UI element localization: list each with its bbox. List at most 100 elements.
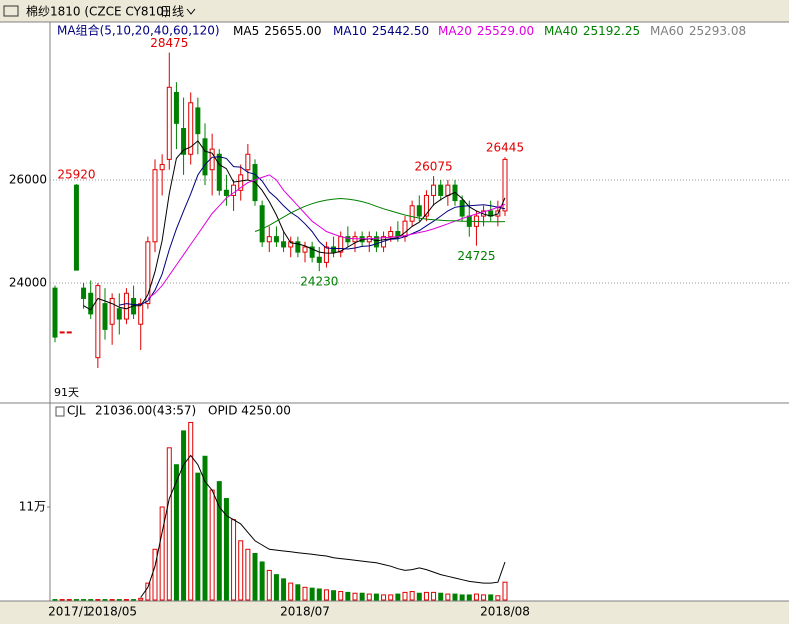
candle-body <box>216 153 222 191</box>
price-annotation: 26075 <box>414 160 452 174</box>
price-annotation: 24230 <box>300 275 338 289</box>
volume-bar <box>381 594 387 601</box>
ma-line <box>254 197 506 232</box>
volume-header: CJL <box>67 404 86 418</box>
candle-body <box>395 231 401 238</box>
toolbar <box>0 0 789 22</box>
volume-header: 21036.00(43:57) <box>95 404 196 418</box>
candle-body <box>316 256 322 263</box>
candle-body <box>423 194 429 217</box>
volume-bar <box>502 581 508 601</box>
candle-body <box>166 86 172 160</box>
volume-bar <box>109 599 115 601</box>
volume-bar <box>366 593 372 601</box>
x-tick-label: 2017/1 <box>48 605 90 619</box>
volume-bar <box>73 599 79 601</box>
candle-body <box>352 236 358 243</box>
corner-label: 91天 <box>54 386 79 399</box>
candle-body <box>195 107 201 135</box>
candle-body <box>59 331 65 334</box>
y-tick-label: 24000 <box>9 276 47 290</box>
candle-body <box>309 246 315 258</box>
price-annotation: 28475 <box>150 36 188 50</box>
volume-bar <box>116 599 122 601</box>
volume-bar <box>231 519 237 601</box>
candle-body <box>438 184 444 196</box>
x-tick-label: 2018/05 <box>87 605 137 619</box>
period-chevron[interactable] <box>186 8 196 15</box>
volume-bar <box>59 599 65 601</box>
volume-bar <box>445 593 451 601</box>
volume-bar <box>388 594 394 601</box>
legend-name: MA5 <box>233 24 259 38</box>
candle-body <box>281 241 287 248</box>
price-annotation: 26445 <box>486 141 524 155</box>
candle-body <box>102 303 108 330</box>
symbol-title: 棉纱1810 (CZCE CY810) <box>26 5 169 19</box>
candle-body <box>409 205 415 222</box>
candle-body <box>345 236 351 243</box>
legend-title: MA组合(5,10,20,40,60,120) <box>57 23 220 38</box>
volume-bar <box>88 599 94 601</box>
volume-bar <box>216 481 222 601</box>
legend-name: MA60 <box>650 24 684 38</box>
legend-entry: MA5 25655.00 <box>233 24 321 38</box>
volume-bar <box>423 591 429 601</box>
candle-body <box>223 189 229 196</box>
volume-bar <box>138 597 144 601</box>
price-annotation: 25920 <box>57 168 95 182</box>
ma-line <box>119 156 506 306</box>
period-selector[interactable]: 日线 <box>160 5 184 19</box>
y-tick-label: 26000 <box>9 173 47 187</box>
volume-bar <box>131 599 137 601</box>
legend-entry: MA40 25192.25 <box>544 24 640 38</box>
volume-bar <box>295 584 301 601</box>
volume-bar <box>466 594 472 601</box>
ma-line <box>83 140 506 311</box>
volume-bar <box>238 540 244 601</box>
volume-bar <box>309 587 315 601</box>
volume-bar <box>81 599 87 601</box>
volume-bar <box>338 591 344 601</box>
candle-body <box>502 158 508 212</box>
volume-bar <box>288 582 294 601</box>
volume-bar <box>195 472 201 601</box>
candle-body <box>302 246 308 253</box>
legend-entry: MA10 25442.50 <box>333 24 429 38</box>
legend-value: 25655.00 <box>264 24 321 38</box>
volume-bar <box>395 593 401 601</box>
candle-body <box>402 220 408 238</box>
legend-name: MA20 <box>438 24 472 38</box>
candle-body <box>173 91 179 124</box>
candle-body <box>152 169 158 243</box>
volume-icon <box>55 406 65 417</box>
volume-bar <box>373 593 379 601</box>
volume-bar <box>159 506 165 601</box>
legend-name: MA10 <box>333 24 367 38</box>
volume-bar <box>459 594 465 601</box>
y-tick-label: 11万 <box>19 499 46 513</box>
volume-bar <box>145 582 151 601</box>
candle-body <box>273 236 279 243</box>
volume-header: OPID 4250.00 <box>208 404 291 418</box>
legend-value: 25529.00 <box>477 24 534 38</box>
volume-bar <box>95 599 101 601</box>
candle-body <box>288 241 294 248</box>
volume-bar <box>52 599 58 601</box>
volume-bar <box>252 552 258 601</box>
volume-bar <box>273 574 279 601</box>
candle-body <box>202 138 208 176</box>
volume-bar <box>259 561 265 601</box>
legend-name: MA40 <box>544 24 578 38</box>
volume-bar <box>209 489 215 601</box>
volume-bar <box>481 594 487 601</box>
candle-body <box>388 231 394 238</box>
candle-body <box>138 303 144 325</box>
volume-bar <box>438 592 444 601</box>
candle-body <box>159 164 165 171</box>
candle-body <box>66 331 72 334</box>
candle-body <box>238 174 244 191</box>
volume-bar <box>495 595 501 601</box>
x-tick-label: 2018/08 <box>480 605 530 619</box>
volume-bar <box>281 578 287 601</box>
